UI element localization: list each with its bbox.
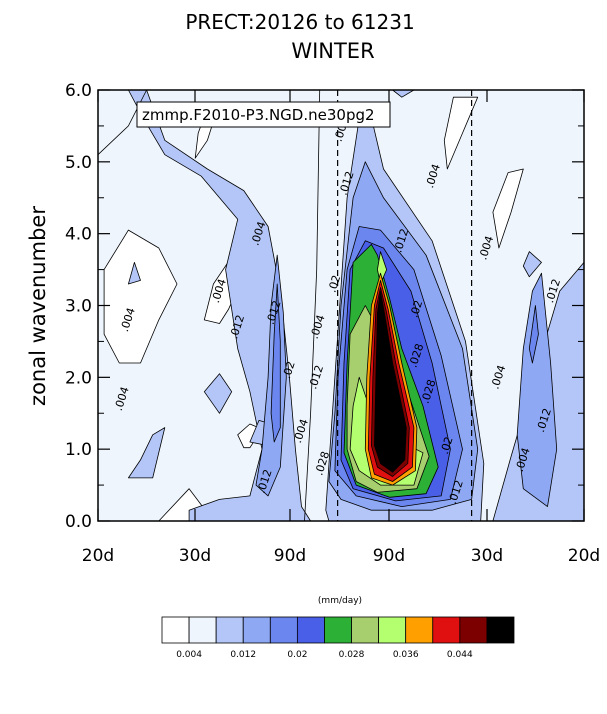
contour-label-6: .02 [280, 360, 298, 381]
colorbar-label-1: 0.012 [230, 650, 256, 660]
contour-fill-15 [522, 251, 542, 278]
x-tick-label-3: 90d [373, 546, 405, 566]
colorbar-swatch-0 [161, 616, 190, 644]
chart-title: PRECT:20126 to 61231 [185, 10, 414, 34]
contour-fill-19 [516, 272, 558, 508]
colorbar-swatch-9 [405, 616, 434, 644]
colorbar-units: (mm/day) [318, 596, 362, 606]
contour-fill-10 [203, 373, 233, 414]
colorbar-swatch-6 [324, 616, 352, 644]
annotation-text: zmmp.F2010-P3.NGD.ne30pg2 [142, 106, 375, 124]
colorbar-swatch-5 [296, 616, 325, 644]
contour-fill-22 [528, 305, 539, 364]
x-tick-label-1: 30d [179, 546, 211, 566]
contour-label-18: .02 [438, 435, 456, 456]
colorbar-label-3: 0.028 [339, 650, 365, 660]
x-tick-label-4: 30d [471, 546, 503, 566]
contour-fill-6 [492, 168, 524, 249]
contour-label-15: .02 [408, 299, 426, 320]
y-tick-label-4: 4.0 [65, 225, 92, 245]
colorbar-label-5: 0.044 [447, 650, 473, 660]
chart-subtitle: WINTER [291, 39, 374, 63]
y-axis-label: zonal wavenumber [26, 206, 50, 406]
y-tick-label-3: 3.0 [65, 297, 92, 317]
y-tick-label-0: 0.0 [65, 512, 92, 532]
plot-axes: 0.0 1.0 2.0 3.0 4.0 5.0 6.0 20d 30d 90d 90d 30d 20d [65, 81, 600, 566]
colorbar-swatch-10 [432, 616, 461, 644]
x-tick-label-0: 20d [82, 546, 114, 566]
colorbar-swatch-11 [459, 616, 488, 644]
y-tick-label-2: 2.0 [65, 368, 92, 388]
y-tick-label-1: 1.0 [65, 440, 92, 460]
contour-fill-layer [97, 89, 585, 522]
colorbar-swatch-3 [242, 616, 271, 644]
contour-fill-31 [373, 290, 407, 473]
colorbar-label-0: 0.004 [176, 650, 202, 660]
contour-fill-1 [103, 229, 178, 364]
x-tick-label-2: 90d [274, 546, 306, 566]
colorbar-swatch-1 [188, 616, 217, 644]
contour-label-13: .02 [326, 274, 344, 295]
contour-fill-12 [127, 261, 141, 285]
contour-label-11: .00 [332, 123, 350, 144]
contour-fill-20 [270, 283, 281, 443]
colorbar-swatch-4 [269, 616, 298, 644]
contour-fill-9 [127, 427, 166, 479]
colorbar-swatch-7 [351, 616, 380, 644]
colorbar-swatch-8 [378, 616, 407, 644]
colorbar-label-2: 0.02 [287, 650, 307, 660]
y-tick-label-5: 5.0 [65, 153, 92, 173]
contour-line-0 [304, 89, 321, 522]
colorbar-swatch-12 [486, 616, 515, 644]
colorbar: 0.004 0.012 0.02 0.028 0.036 0.044 [161, 616, 515, 660]
y-tick-label-6: 6.0 [65, 81, 92, 101]
x-tick-label-5: 20d [568, 546, 600, 566]
annotation-box: zmmp.F2010-P3.NGD.ne30pg2 [136, 101, 391, 128]
contour-fill-5 [443, 96, 479, 170]
colorbar-label-4: 0.036 [393, 650, 419, 660]
colorbar-swatch-2 [215, 616, 244, 644]
